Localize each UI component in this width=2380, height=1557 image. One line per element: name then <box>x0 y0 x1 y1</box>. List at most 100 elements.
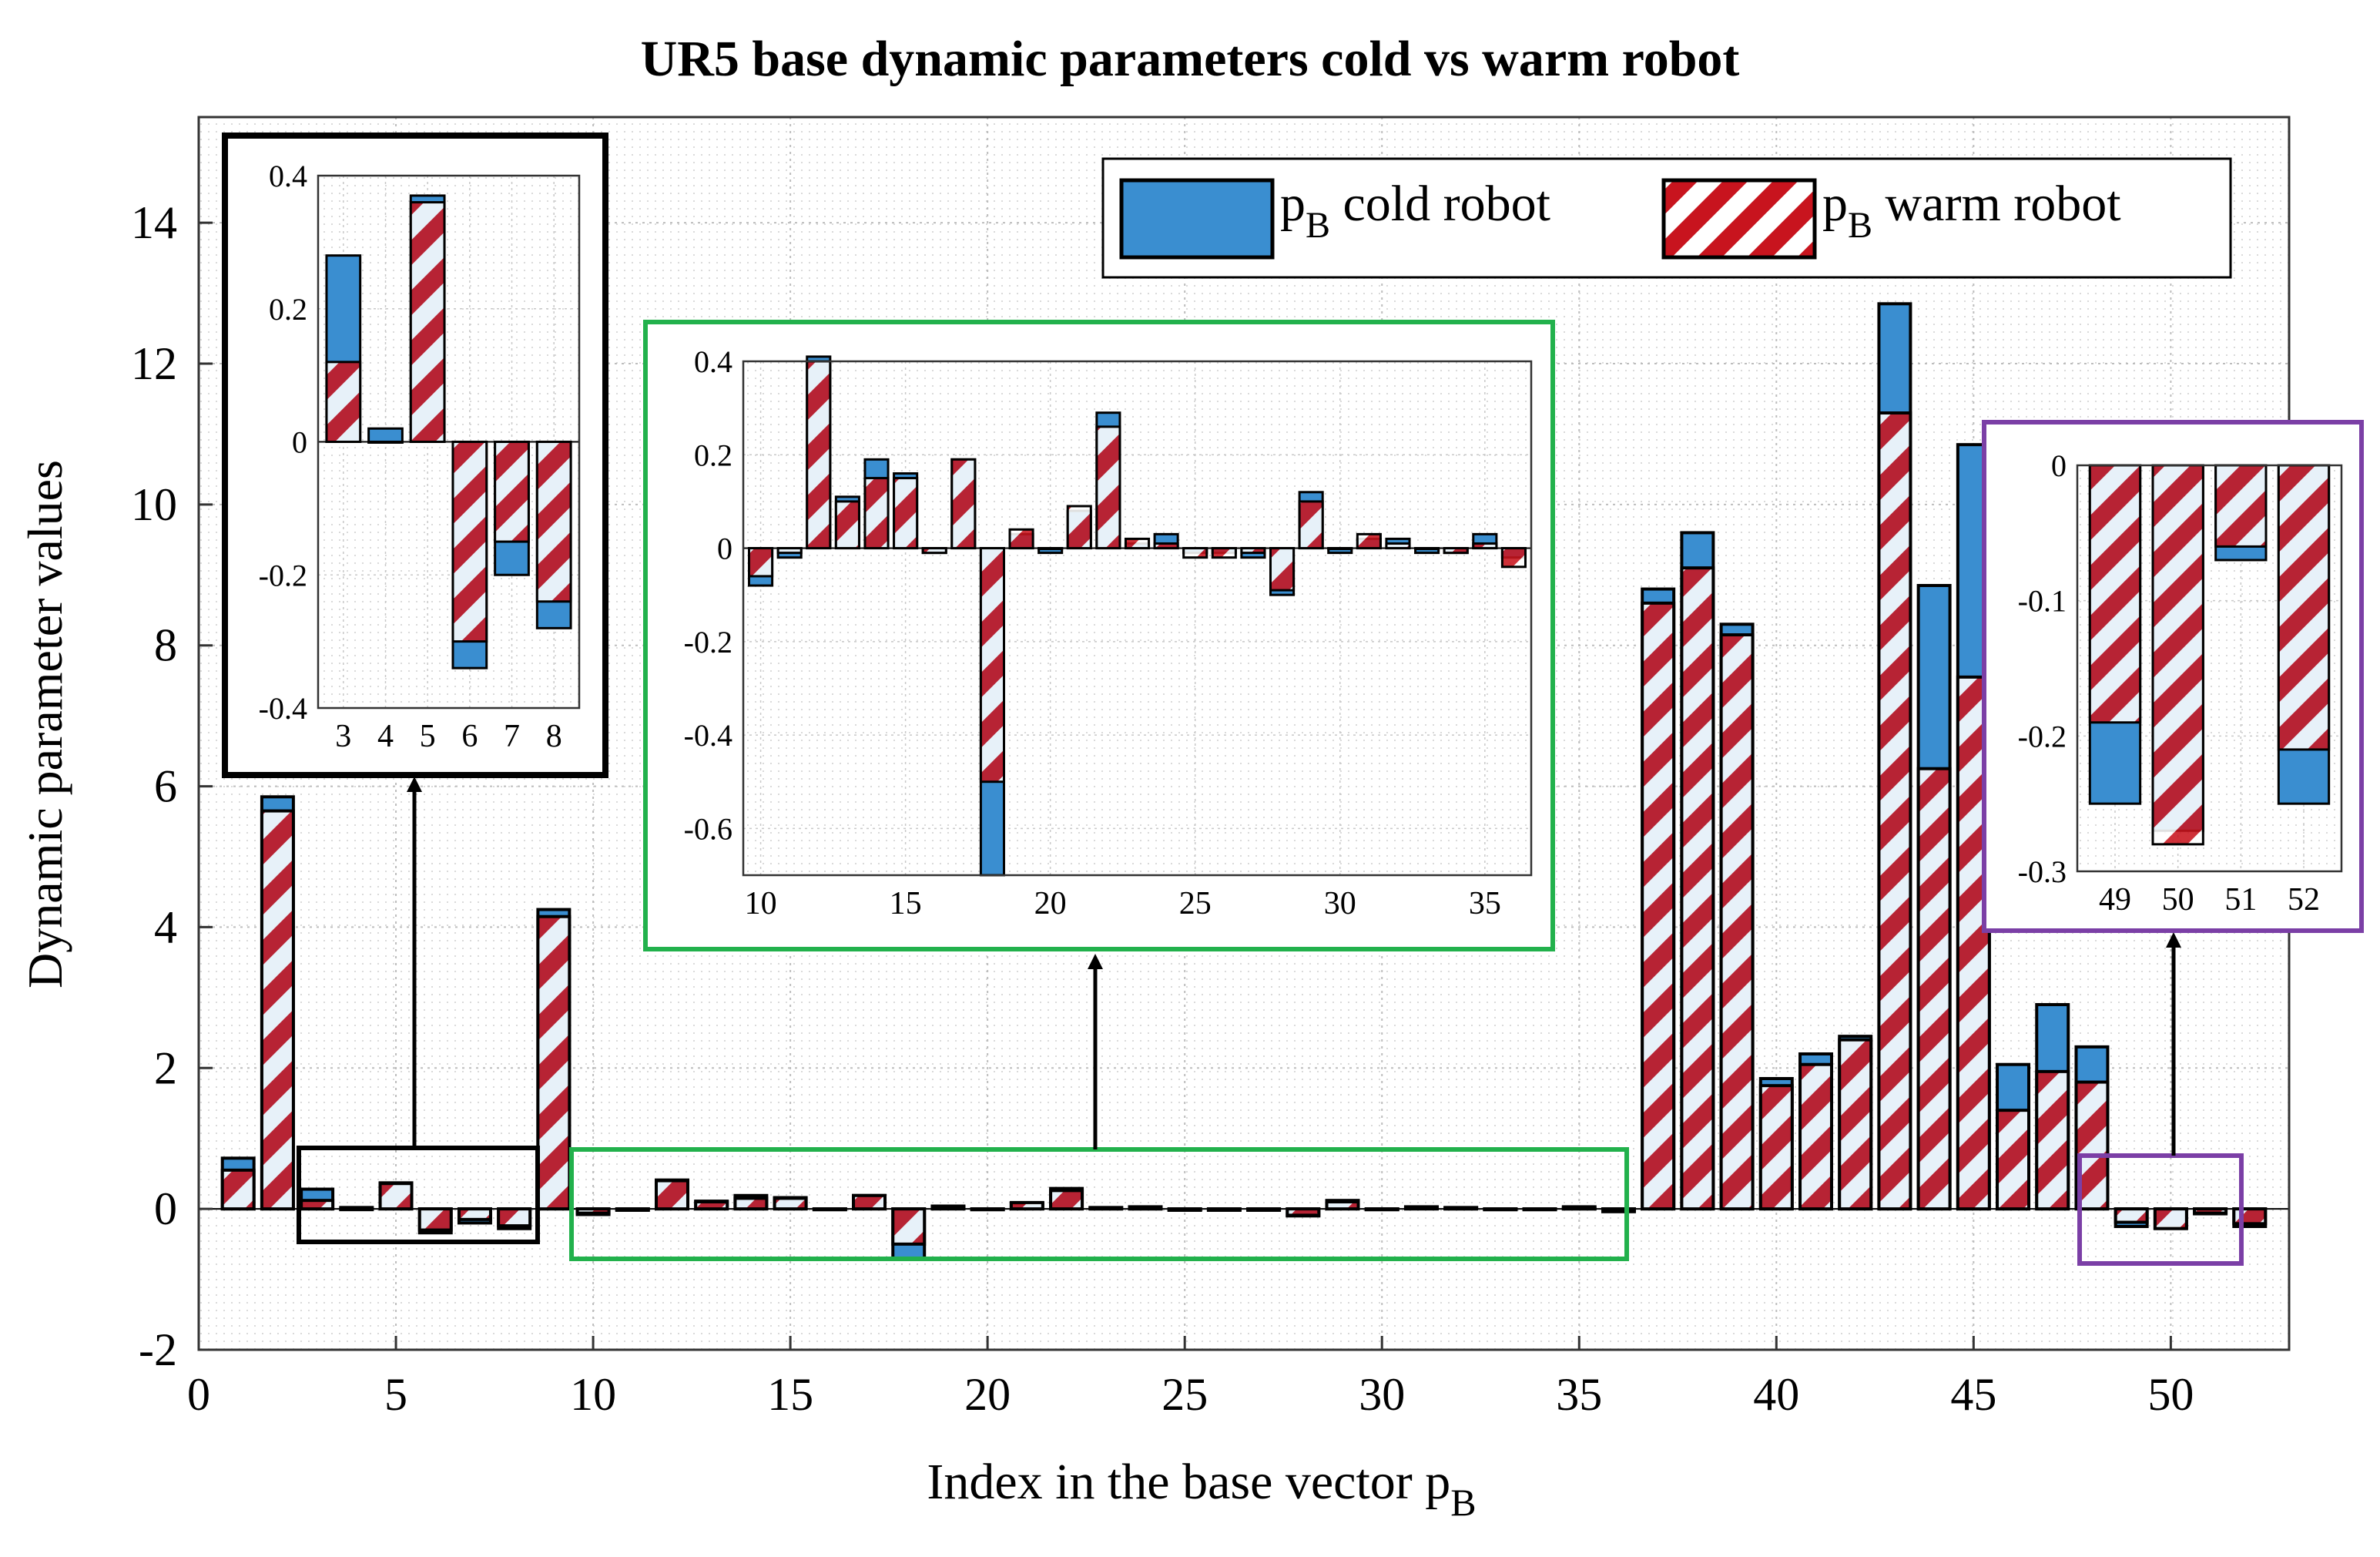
inset-params-10-36: 10 15 20 25 30 35 0.4 0.2 0 -0.2 -0.4 -0.6 <box>643 320 1555 951</box>
bar-warm <box>1443 547 1469 555</box>
bar-warm <box>1286 1207 1321 1217</box>
bar-warm <box>1916 767 1952 1211</box>
inset-x-tick-label: 15 <box>890 886 922 921</box>
bar-warm <box>1095 425 1121 550</box>
bar-warm <box>1009 1200 1044 1211</box>
inset-y-tick-label: -0.2 <box>259 558 307 592</box>
bar-warm <box>773 1196 808 1211</box>
legend-label-cold: pB cold robot <box>1280 176 1550 246</box>
x-tick-label: 20 <box>964 1369 1011 1420</box>
bar-warm <box>339 1207 374 1212</box>
bar-warm <box>1066 505 1092 550</box>
bar-warm <box>378 1182 414 1211</box>
bar-warm <box>1403 1205 1439 1211</box>
chart-title: UR5 base dynamic parameters cold vs warm… <box>641 31 1740 87</box>
inset-y-tick-label: -0.4 <box>259 691 307 726</box>
inset-x-tick-label: 7 <box>504 719 520 754</box>
bar-warm <box>325 361 362 444</box>
bar-warm <box>1008 528 1034 550</box>
y-tick-label: -2 <box>139 1324 177 1375</box>
bar-warm <box>2277 464 2331 751</box>
y-tick-label: 8 <box>154 620 177 671</box>
bar-warm <box>260 809 295 1211</box>
x-tick-label: 5 <box>384 1369 407 1420</box>
bar-warm <box>921 547 947 555</box>
bar-warm <box>1211 547 1237 559</box>
bar-warm <box>1167 1207 1202 1212</box>
x-tick-label: 0 <box>187 1369 210 1420</box>
y-tick-label: 12 <box>131 338 177 389</box>
bar-warm <box>1561 1206 1597 1211</box>
bar-warm <box>417 1207 453 1232</box>
bar-warm <box>1798 1062 1833 1211</box>
bar-warm <box>694 1200 729 1211</box>
bar-warm <box>2035 1069 2070 1211</box>
bar-warm <box>834 500 860 550</box>
legend-swatch-cold <box>1119 178 1275 260</box>
inset-y-tick-label: 0.2 <box>694 438 732 472</box>
bar-warm <box>733 1196 769 1211</box>
bar-warm <box>367 441 404 444</box>
inset-y-tick-label: 0.2 <box>269 292 307 327</box>
bar-warm <box>1298 500 1324 550</box>
inset-x-tick-label: 10 <box>745 886 777 921</box>
bar-warm <box>2193 1207 2228 1215</box>
inset-params-49-52: 49 50 51 52 0 -0.1 -0.2 -0.3 <box>1982 420 2364 933</box>
zoom-box-purple <box>2077 1153 2244 1266</box>
inset-y-tick-label: 0 <box>292 425 307 460</box>
bar-warm <box>776 547 803 555</box>
bar-warm <box>2232 1207 2268 1226</box>
bar-warm <box>1719 633 1755 1211</box>
bar-warm <box>1500 547 1527 569</box>
bar-warm <box>1240 547 1266 555</box>
inset-x-tick-label: 30 <box>1324 886 1356 921</box>
legend-swatch-warm <box>1661 178 1817 260</box>
bar-warm <box>1483 1207 1518 1212</box>
x-tick-label: 10 <box>570 1369 616 1420</box>
bar-warm <box>812 1207 847 1212</box>
inset-x-tick-label: 5 <box>420 719 436 754</box>
bar-warm <box>220 1168 256 1211</box>
inset-x-tick-label: 49 <box>2099 882 2131 918</box>
legend-label-cold-suffix: cold robot <box>1330 176 1550 232</box>
bar-warm <box>1049 1189 1084 1211</box>
bar-warm <box>409 201 446 443</box>
bar-warm <box>930 1204 966 1211</box>
bar-warm <box>536 914 572 1211</box>
inset-params-3-8: 3 4 5 6 7 8 0.4 0.2 0 -0.2 -0.4 <box>222 133 608 778</box>
x-axis-label-main: Index in the base vector p <box>927 1454 1450 1510</box>
x-tick-label: 35 <box>1556 1369 1602 1420</box>
bar-warm <box>451 441 488 643</box>
bar-warm <box>2153 1207 2188 1230</box>
zoom-arrow-head <box>407 777 422 792</box>
legend-label-warm-suffix: warm robot <box>1872 176 2121 232</box>
bar-warm <box>615 1207 650 1212</box>
bar-warm <box>1601 1207 1636 1213</box>
bar-warm <box>748 547 774 578</box>
inset-y-tick-label: -0.2 <box>684 625 732 659</box>
bar-warm <box>1838 1038 1873 1211</box>
bar-warm <box>2151 464 2204 846</box>
inset-x-tick-label: 6 <box>461 719 478 754</box>
zoom-arrow-head <box>1088 954 1103 969</box>
bar-warm <box>1443 1206 1479 1211</box>
x-tick-label: 30 <box>1359 1369 1405 1420</box>
inset-y-tick-label: 0.4 <box>694 344 732 379</box>
bar-warm <box>1472 542 1498 550</box>
x-tick-label: 15 <box>767 1369 813 1420</box>
legend: pB cold robot pB warm robot <box>1101 157 2232 279</box>
bar-warm <box>1124 537 1151 550</box>
y-tick-label: 0 <box>154 1183 177 1234</box>
bar-warm <box>806 360 832 550</box>
bar-warm <box>1356 532 1382 550</box>
inset-plot-frame <box>317 174 581 710</box>
zoom-box-black <box>297 1146 540 1244</box>
bar-warm <box>1522 1207 1557 1212</box>
legend-label-cold-subscript: B <box>1306 205 1330 246</box>
x-axis-label-subscript: B <box>1450 1481 1476 1524</box>
inset-x-tick-label: 50 <box>2162 882 2194 918</box>
zoom-boxes <box>297 777 2244 1266</box>
bar-warm <box>1246 1207 1282 1212</box>
